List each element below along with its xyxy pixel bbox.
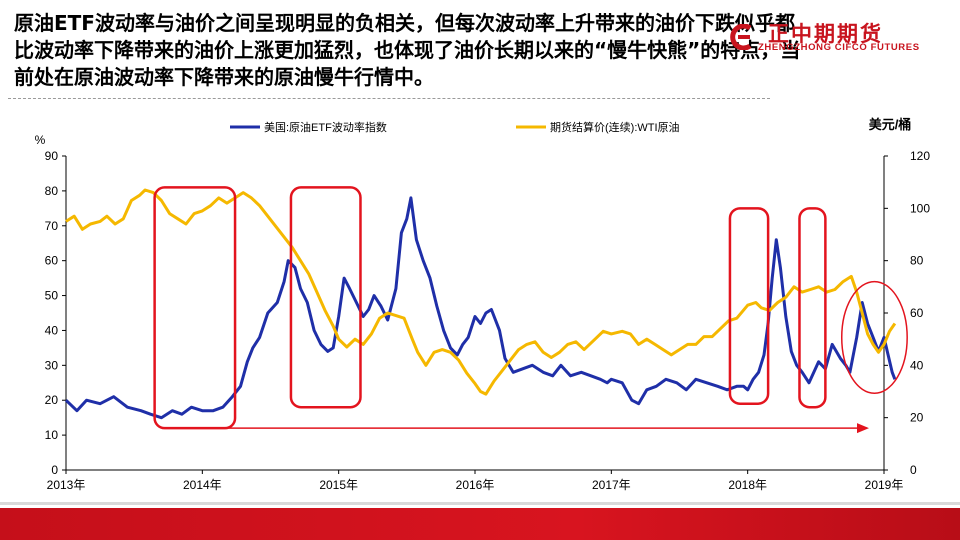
left-tick-label: 50 [45, 289, 59, 303]
highlight-box [153, 186, 237, 430]
x-tick-label: 2015年 [319, 478, 358, 492]
highlight-box [289, 186, 362, 409]
left-tick-label: 60 [45, 254, 59, 268]
right-tick-label: 120 [910, 149, 930, 163]
logo-name: 正中期期货 [768, 22, 883, 46]
left-tick-label: 20 [45, 393, 59, 407]
left-tick-label: 70 [45, 219, 59, 233]
wti-price-series-line [65, 188, 897, 396]
footer-shadow-line [0, 502, 960, 505]
logo-subtitle: ZHENGZHONG CIFCO FUTURES [758, 42, 920, 53]
highlight-box [728, 207, 770, 405]
vol-index-series-line [64, 196, 897, 420]
right-tick-label: 0 [910, 463, 917, 477]
highlight-circle [840, 280, 908, 394]
right-tick-label: 100 [910, 201, 930, 215]
right-tick-label: 60 [910, 306, 924, 320]
x-tick-label: 2014年 [183, 478, 222, 492]
right-tick-label: 80 [910, 254, 924, 268]
header-divider [8, 98, 770, 99]
left-tick-label: 0 [51, 463, 58, 477]
right-tick-label: 20 [910, 411, 924, 425]
slide-headline: 原油ETF波动率与油价之间呈现明显的负相关，但每次波动率上升带来的油价下跌似乎都… [14, 11, 801, 89]
left-tick-label: 90 [45, 149, 59, 163]
left-tick-label: 80 [45, 184, 59, 198]
left-tick-label: 10 [45, 428, 59, 442]
x-tick-label: 2019年 [865, 478, 904, 492]
x-tick-label: 2016年 [456, 478, 495, 492]
footer-band [0, 508, 960, 540]
x-tick-label: 2013年 [47, 478, 86, 492]
x-tick-label: 2017年 [592, 478, 631, 492]
right-tick-label: 40 [910, 358, 924, 372]
legend-label: 期货结算价(连续):WTI原油 [550, 120, 680, 134]
volatility-oil-price-chart: 0 10 20 30 40 50 60 70 80 90% 0 20 40 60 80 100 120 美元/桶 2… [35, 117, 931, 492]
logo-mark-icon [730, 24, 752, 50]
trend-arrow-head [857, 423, 870, 434]
legend-label: 美国:原油ETF波动率指数 [264, 120, 387, 134]
left-tick-label: 40 [45, 323, 59, 337]
company-logo: 正中期期货 ZHENGZHONG CIFCO FUTURES [728, 18, 950, 58]
x-tick-label: 2018年 [728, 478, 767, 492]
left-axis-unit: % [35, 133, 46, 147]
highlight-box [798, 207, 827, 409]
right-axis-unit: 美元/桶 [869, 117, 912, 132]
left-tick-label: 30 [45, 358, 59, 372]
